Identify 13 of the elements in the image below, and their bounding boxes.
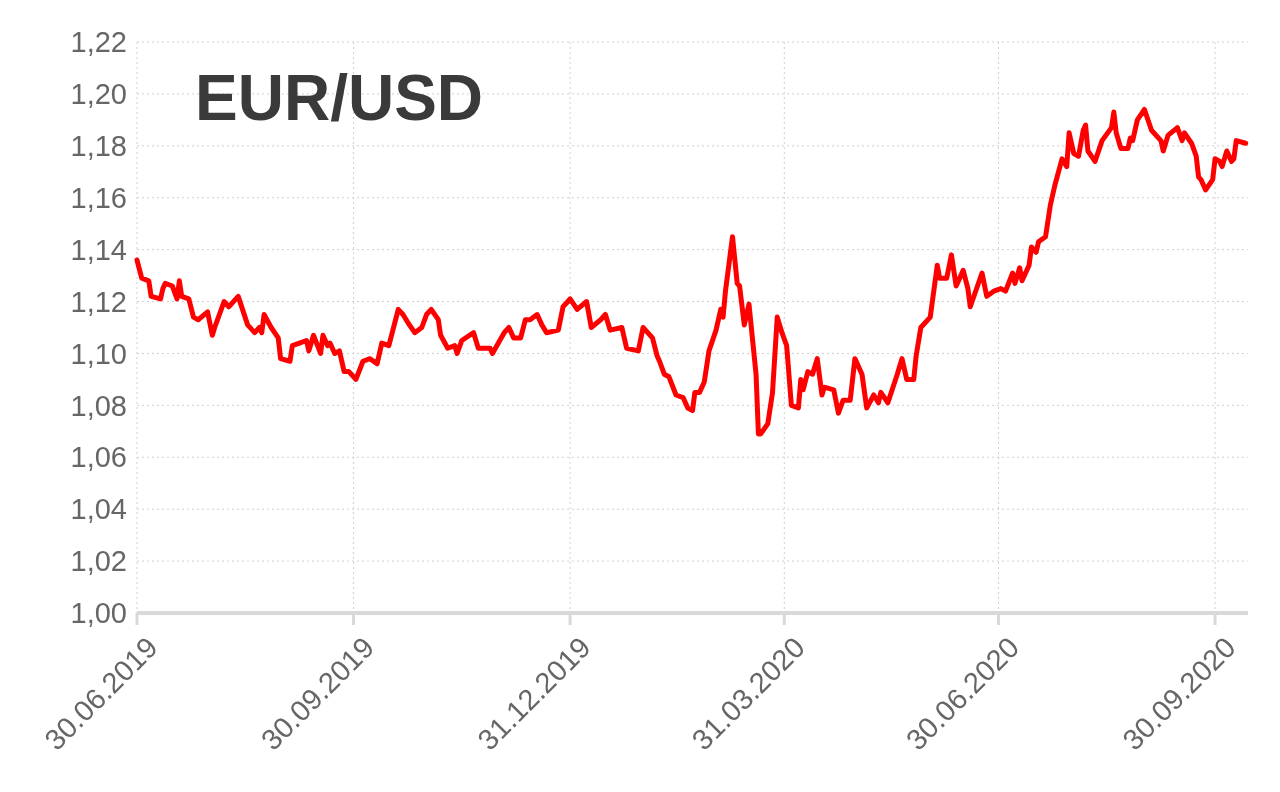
y-tick-label: 1,04 <box>70 493 127 526</box>
y-tick-label: 1,20 <box>70 78 127 111</box>
y-tick-label: 1,00 <box>70 597 127 630</box>
y-tick-label: 1,12 <box>70 285 127 318</box>
y-tick-label: 1,14 <box>70 233 127 266</box>
y-tick-label: 1,16 <box>70 181 127 214</box>
y-tick-label: 1,18 <box>70 129 127 162</box>
y-tick-label: 1,08 <box>70 389 127 422</box>
y-tick-label: 1,02 <box>70 545 127 578</box>
y-tick-label: 1,06 <box>70 441 127 474</box>
chart-title: EUR/USD <box>195 62 484 134</box>
y-tick-label: 1,10 <box>70 337 127 370</box>
y-tick-label: 1,22 <box>70 26 127 59</box>
